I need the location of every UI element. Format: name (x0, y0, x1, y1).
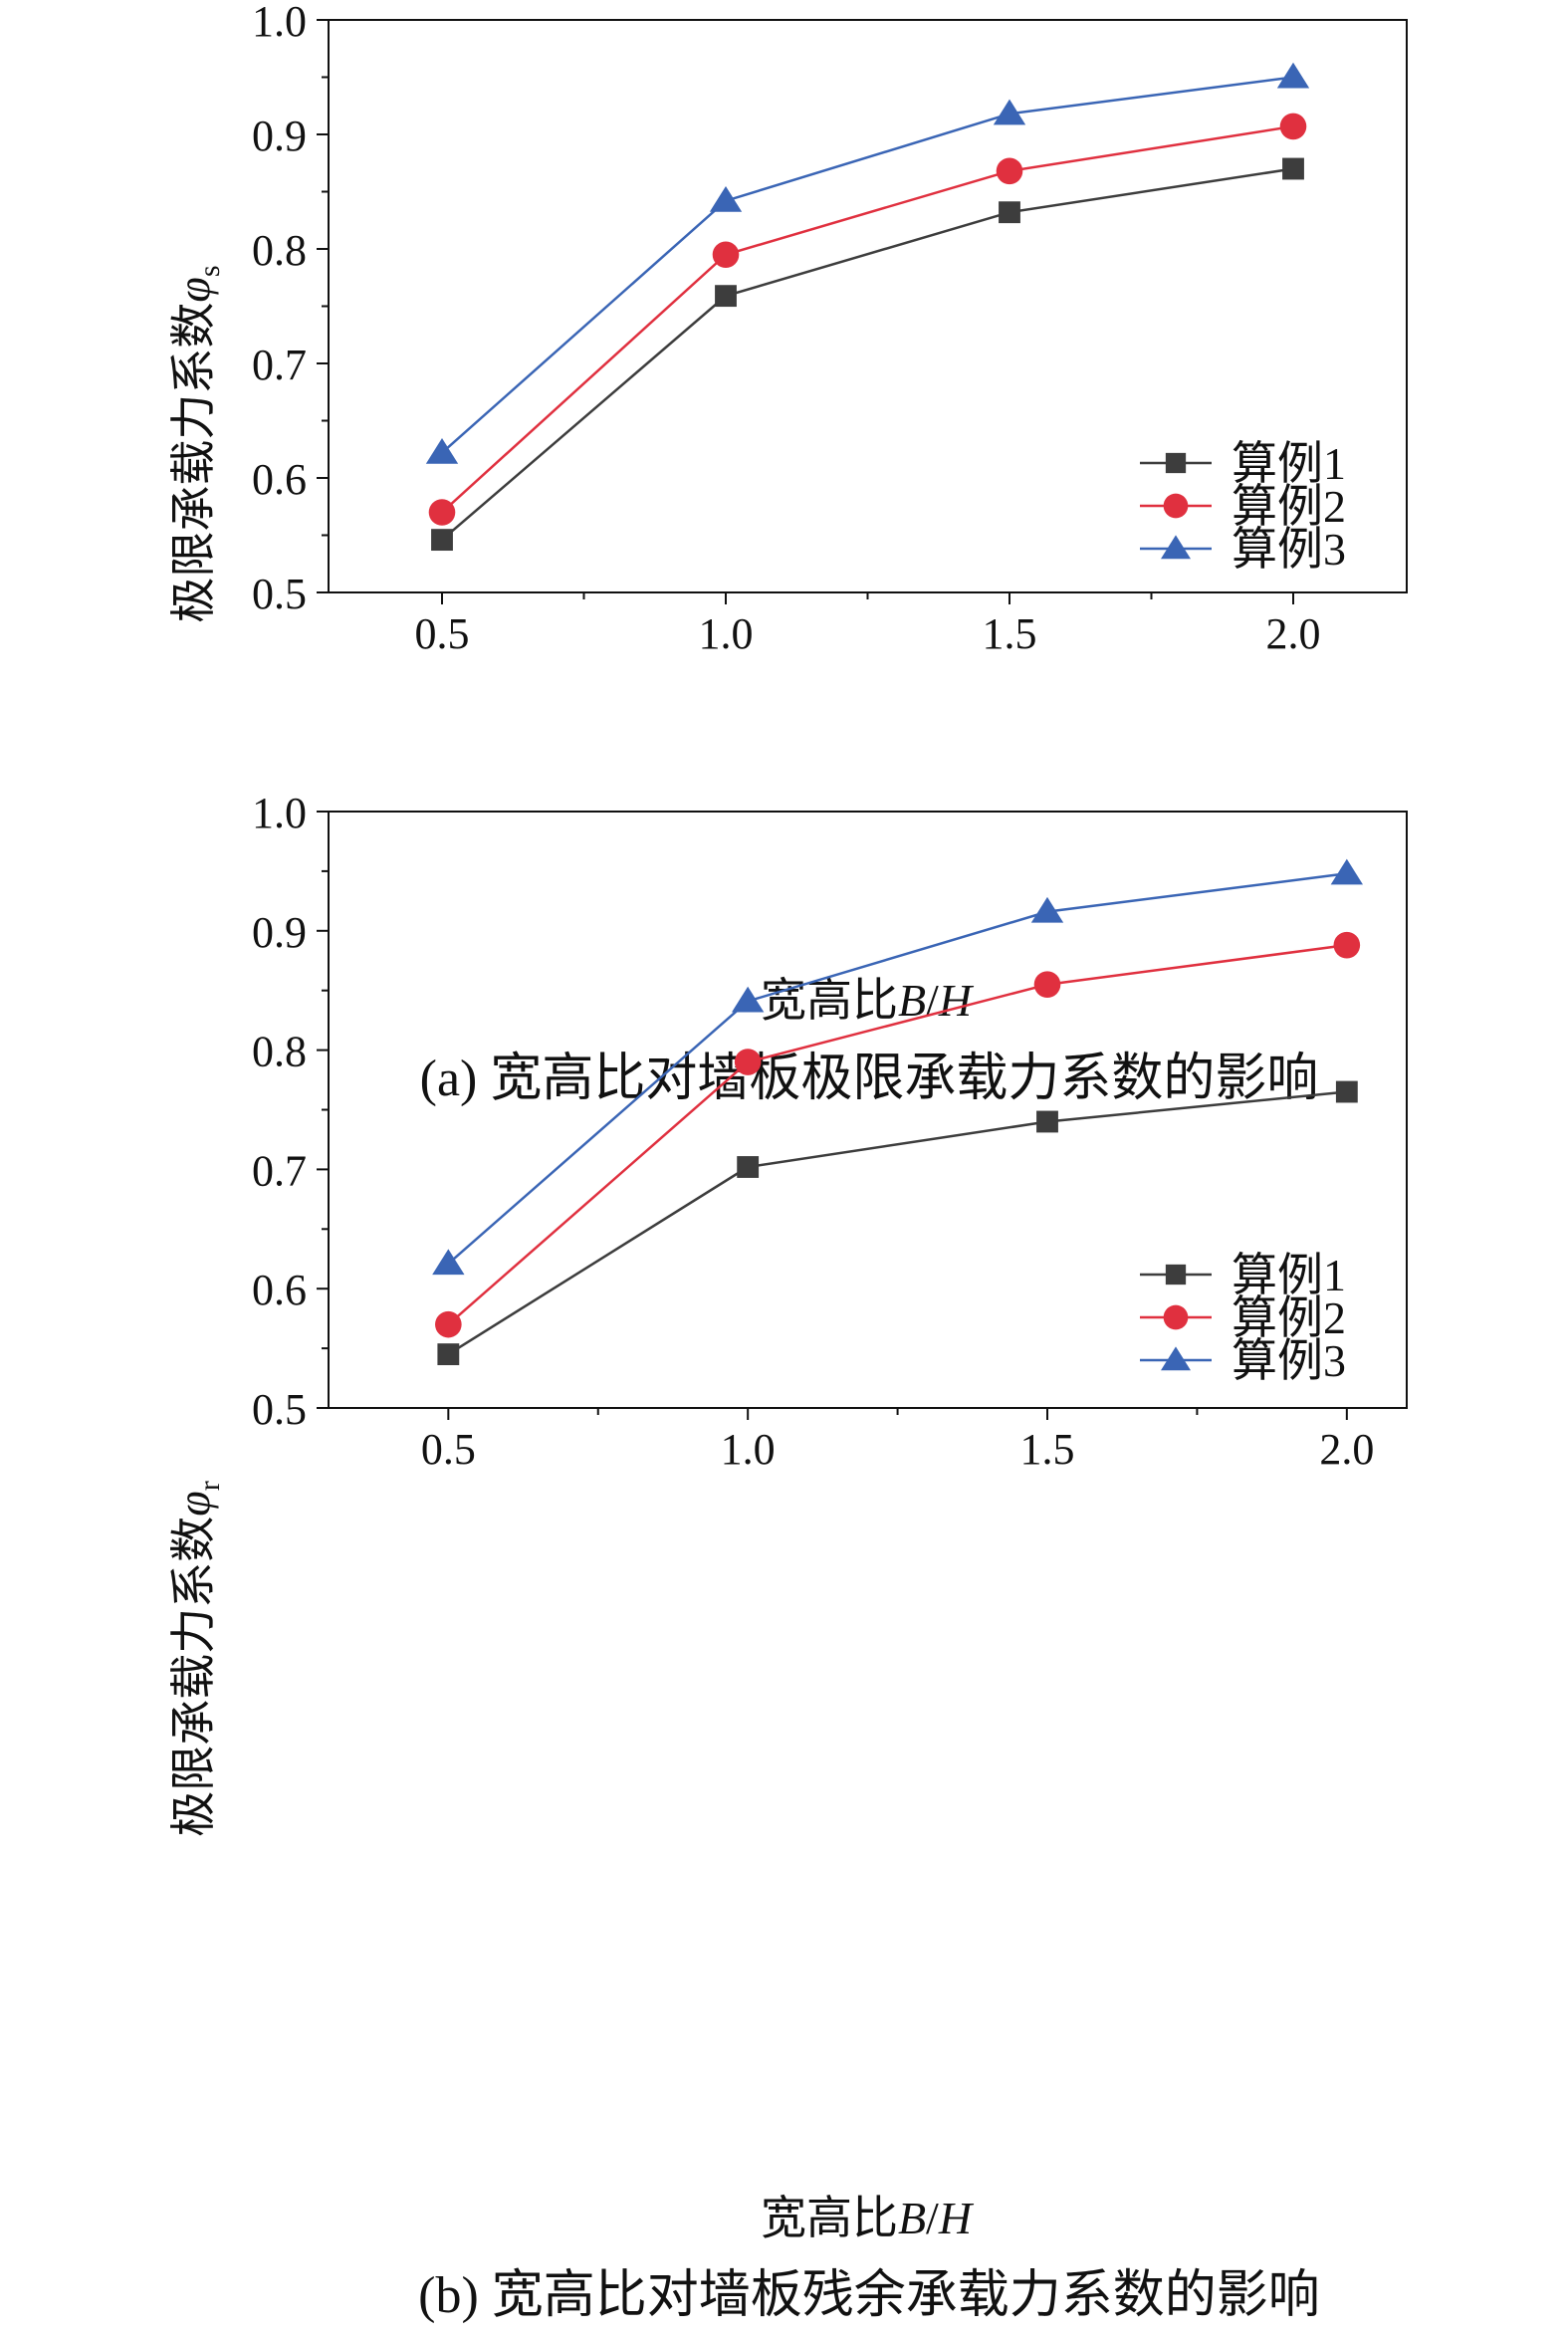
chart-panel-a: 0.5 0.6 0.7 0.8 0.9 1.0 0.5 1.0 1.5 2.0 算例1算例2算例3… (168, 0, 1408, 1107)
y-axis-label-a: 极限承载力系数φs (168, 265, 226, 622)
y-tick-label-b: 0.5 (252, 1385, 307, 1434)
y-tick-label-b: 0.9 (252, 908, 307, 957)
y-tick-label-b: 1.0 (252, 789, 307, 837)
data-point-series2-a (996, 157, 1023, 185)
y-tick-label-a: 0.8 (252, 226, 307, 275)
data-point-series2-b (1033, 971, 1061, 999)
data-point-series2-b (734, 1049, 762, 1075)
y-tick-label-b: 0.8 (252, 1028, 307, 1076)
legend-label-2-a: 算例2 (1232, 481, 1346, 532)
caption-b: (b) 宽高比对墙板残余承载力系数的影响 (418, 2267, 1320, 2324)
data-point-series3-a (425, 438, 459, 464)
legend-label-2-b: 算例2 (1232, 1292, 1346, 1343)
x-tick-label-a: 1.0 (699, 609, 754, 658)
series-line-3-a (441, 76, 1294, 454)
series-layer-a (425, 62, 1310, 552)
data-point-series1-b (1335, 1080, 1358, 1103)
data-point-series3-b (1030, 896, 1064, 923)
data-point-series1-b (737, 1156, 760, 1178)
data-point-series3-a (1276, 62, 1310, 89)
y-tick-label-a: 0.9 (252, 112, 307, 160)
x-axis-label-b: 宽高比B/H (761, 2193, 975, 2243)
data-point-series3-b (1330, 858, 1364, 885)
x-axis-label-a: 宽高比B/H (761, 975, 975, 1026)
x-tick-label-a: 2.0 (1266, 609, 1321, 658)
tick-labels-a: 0.5 0.6 0.7 0.8 0.9 1.0 0.5 1.0 1.5 2.0 (252, 0, 1321, 658)
data-point-series2-a (428, 499, 456, 526)
legend-marker-1-b (1165, 1264, 1187, 1286)
x-tick-label-b: 1.5 (1020, 1425, 1075, 1474)
series-line-2-a (441, 124, 1294, 514)
data-point-series1-a (715, 285, 737, 308)
legend-marker-3-a (1160, 535, 1192, 560)
data-point-series2-b (1333, 931, 1361, 959)
chart-panel-b: 0.5 0.6 0.7 0.8 0.9 1.0 0.5 1.0 1.5 2.0 算例1算例2算例3… (168, 789, 1408, 2324)
series-line-3-b (447, 872, 1347, 1265)
legend-marker-1-a (1165, 452, 1187, 474)
x-tick-label-b: 0.5 (421, 1425, 476, 1474)
data-point-series2-b (435, 1310, 462, 1338)
data-point-series1-b (437, 1343, 460, 1366)
legend-marker-3-b (1160, 1346, 1192, 1371)
y-tick-label-a: 0.6 (252, 455, 307, 504)
data-point-series3-b (432, 1249, 465, 1276)
x-tick-label-a: 0.5 (415, 609, 470, 658)
x-tick-label-b: 2.0 (1319, 1425, 1374, 1474)
series-line-1-a (441, 167, 1294, 542)
y-axis-label-b: 极限承载力系数φr (168, 1481, 226, 1836)
legend-marker-2-a (1163, 493, 1189, 519)
y-tick-label-b: 0.6 (252, 1266, 307, 1314)
x-tick-label-a: 1.5 (983, 609, 1037, 658)
data-point-series1-b (1036, 1110, 1058, 1133)
series-layer-b (432, 858, 1364, 1366)
legend-marker-2-b (1163, 1304, 1189, 1330)
data-point-series1-a (999, 201, 1020, 224)
series-line-2-b (447, 943, 1347, 1326)
data-point-series3-a (993, 99, 1026, 125)
data-point-series3-b (731, 986, 765, 1013)
data-point-series2-a (1279, 113, 1307, 140)
caption-a: (a) 宽高比对墙板极限承载力系数的影响 (420, 1051, 1319, 1107)
legend-label-3-a: 算例3 (1232, 524, 1346, 575)
y-tick-label-a: 0.5 (252, 570, 307, 618)
legend-label-1-a: 算例1 (1232, 438, 1346, 489)
tick-labels-b: 0.5 0.6 0.7 0.8 0.9 1.0 0.5 1.0 1.5 2.0 (252, 789, 1374, 1474)
y-tick-label-a: 1.0 (252, 0, 307, 46)
y-tick-label-a: 0.7 (252, 341, 307, 389)
x-tick-label-b: 1.0 (721, 1425, 776, 1474)
data-point-series3-a (709, 186, 743, 212)
y-tick-label-b: 0.7 (252, 1146, 307, 1195)
data-point-series1-a (1282, 157, 1304, 180)
series-line-1-b (447, 1090, 1347, 1356)
data-point-series1-a (431, 529, 453, 552)
legend-label-1-b: 算例1 (1232, 1250, 1346, 1300)
legend-label-3-b: 算例3 (1232, 1335, 1346, 1386)
data-point-series2-a (712, 241, 740, 269)
